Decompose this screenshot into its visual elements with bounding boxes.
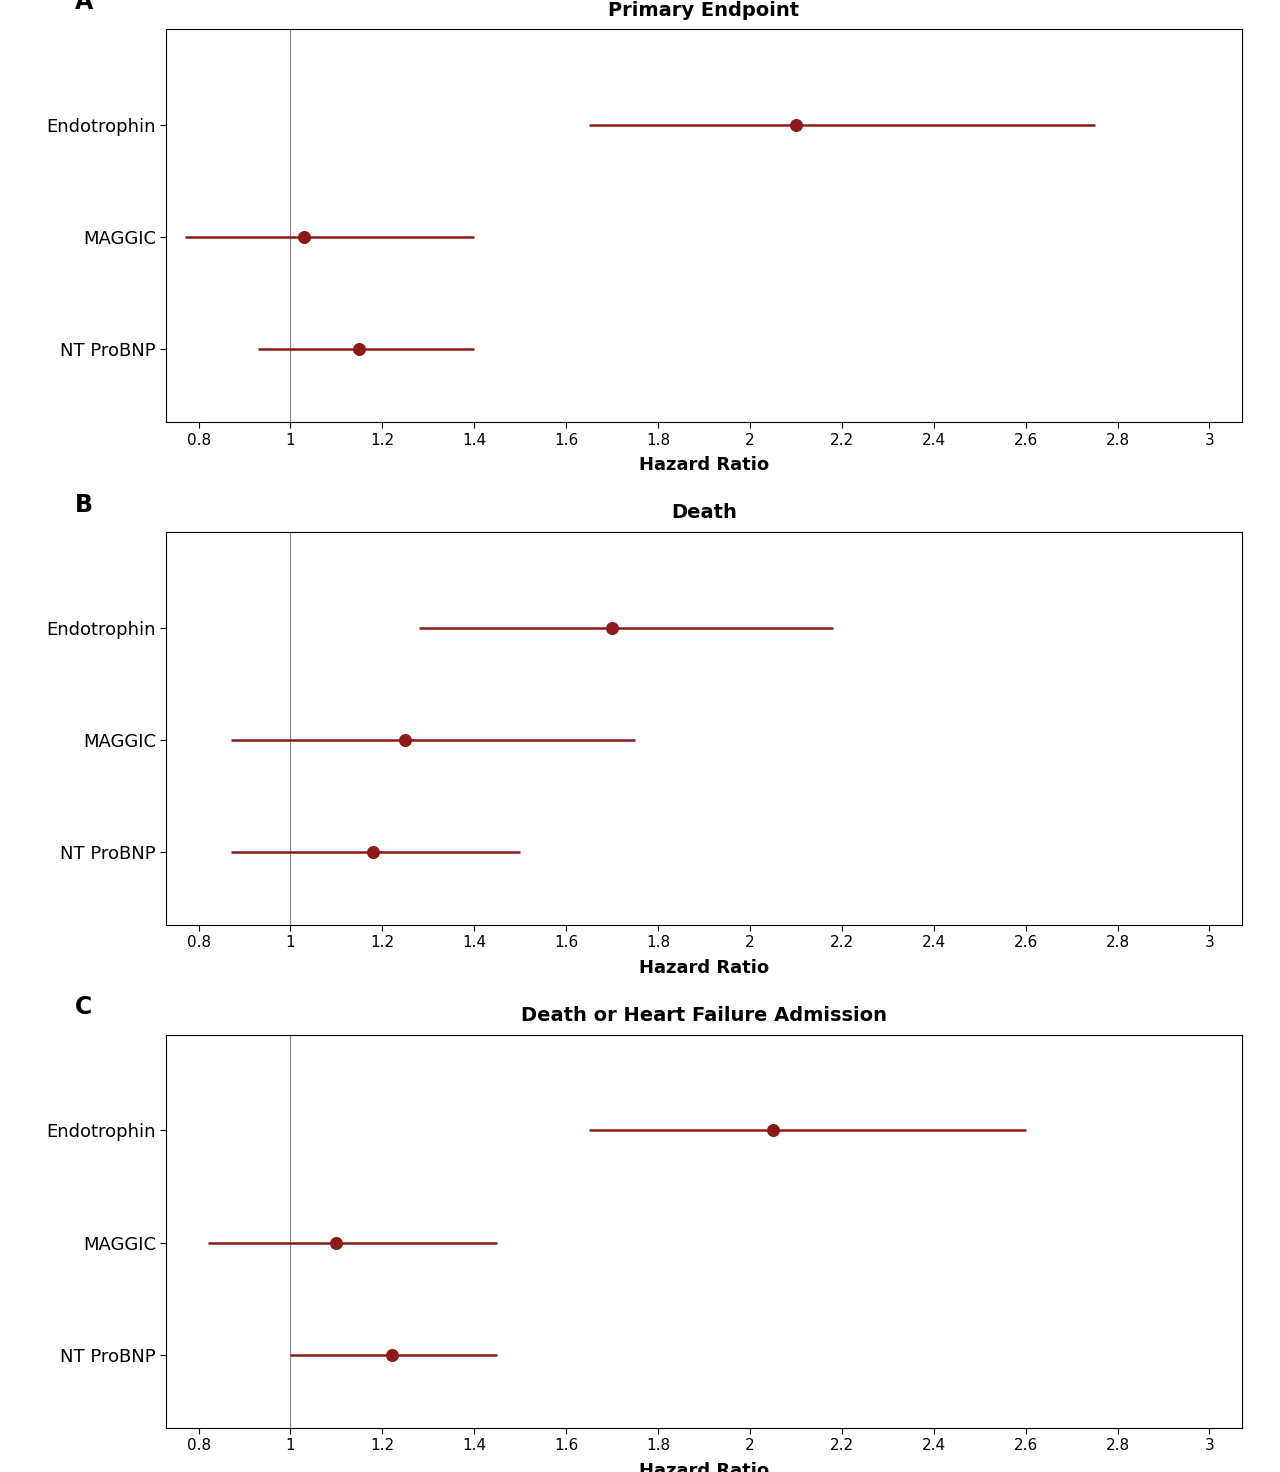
X-axis label: Hazard Ratio: Hazard Ratio	[639, 1462, 769, 1472]
Point	[786, 113, 806, 137]
Text: B: B	[76, 493, 93, 517]
Point	[763, 1119, 783, 1142]
Title: Death: Death	[671, 503, 737, 523]
Text: A: A	[76, 0, 93, 13]
X-axis label: Hazard Ratio: Hazard Ratio	[639, 456, 769, 474]
Title: Death or Heart Failure Admission: Death or Heart Failure Admission	[521, 1007, 887, 1025]
Text: C: C	[76, 995, 92, 1019]
Title: Primary Endpoint: Primary Endpoint	[608, 0, 800, 19]
X-axis label: Hazard Ratio: Hazard Ratio	[639, 958, 769, 977]
Point	[326, 1231, 347, 1254]
Point	[381, 1342, 402, 1366]
Point	[364, 841, 384, 864]
Point	[294, 225, 315, 249]
Point	[396, 729, 416, 752]
Point	[349, 337, 370, 361]
Point	[602, 615, 622, 639]
